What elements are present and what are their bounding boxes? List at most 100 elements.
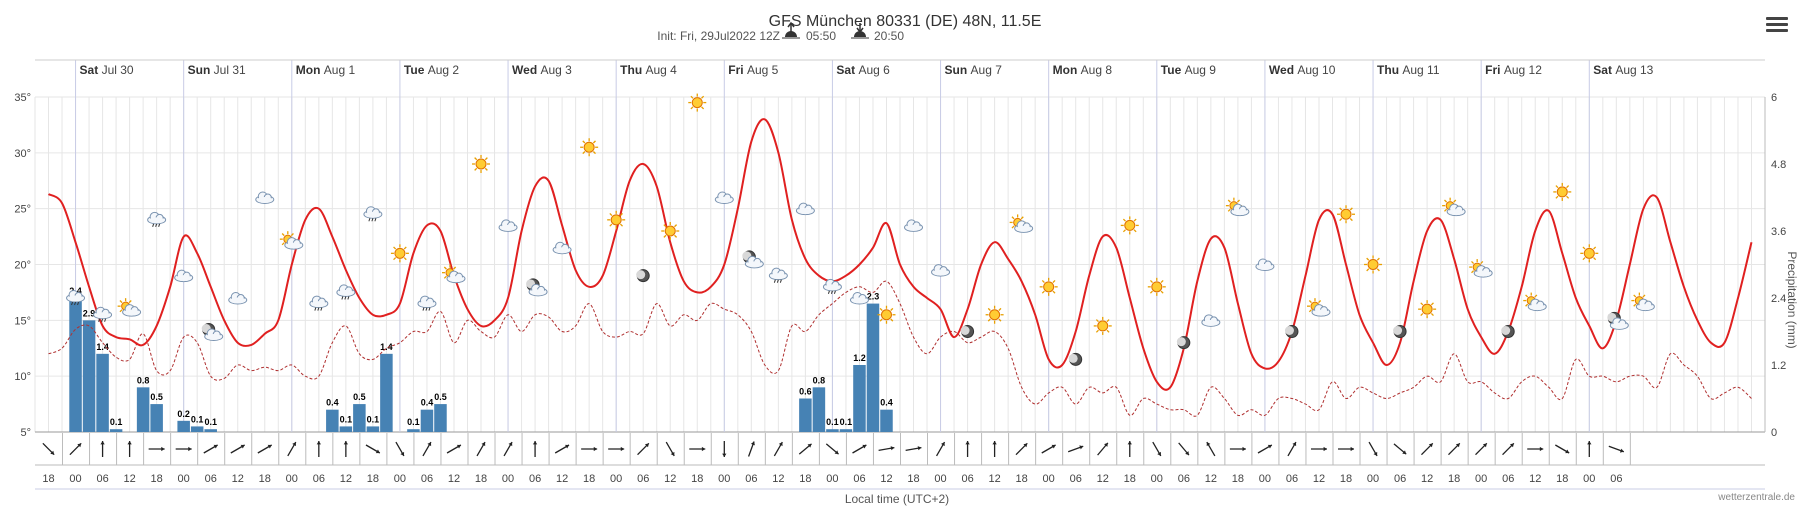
day-label: Fri Aug 5 [728,63,778,77]
day-name: Sat [836,63,858,77]
precip-bar [136,387,150,432]
weather-icon-moon [636,269,650,283]
time-tick: 00 [1583,473,1595,485]
cloud-icon [255,191,275,204]
weather-icon-cloud [498,219,518,232]
time-tick: 06 [1070,473,1082,485]
precip-bar [82,320,96,432]
precipitation-tick: 6 [1771,92,1777,104]
sun-ray [1160,280,1164,284]
wind-arrow [1368,433,1388,465]
sun-ray [998,318,1002,322]
sun-disc [1421,303,1433,315]
cloud-icon [849,292,869,305]
sun-ray [1633,303,1637,307]
cloud-fill [205,334,222,340]
weather-icon-moon-cloud [742,250,764,269]
cloud-icon [174,269,194,283]
day-date: Aug 13 [1615,63,1653,77]
sun-ray [403,246,407,250]
sun-ray [1227,208,1231,212]
precipitation-tick: 3.6 [1771,226,1786,238]
sun-ray [1052,290,1056,294]
wind-arrow [1127,433,1145,465]
cloud-fill [447,276,464,283]
sunrise-icon [782,21,800,39]
weather-icon-partly [1523,292,1547,312]
sun-ray [1534,294,1538,298]
sun-ray [609,213,613,217]
cloud-fill [716,197,733,203]
day-name: Fri [728,63,747,77]
time-tick: 12 [1313,473,1325,485]
day-date: Aug 11 [1402,63,1439,77]
sun-ray [701,106,705,110]
weather-icon-moon [960,325,975,338]
rain-drop [341,296,344,300]
wind-arrow [127,433,145,465]
wind-head [750,441,755,446]
wind-arrow [257,433,280,465]
sun-disc [691,97,703,109]
moon-icon [1501,325,1515,338]
cloud-fill [905,224,922,231]
time-tick: 06 [313,473,325,485]
sun-ray [453,266,457,270]
cloud-icon [498,219,518,232]
time-tick: 12 [1097,473,1109,485]
rain-drop [368,218,371,222]
weather-icon-sun [1120,216,1139,235]
wind-head [481,442,486,447]
cloud-icon [744,255,764,269]
cloud-icon [446,270,466,284]
moon-icon [1068,352,1083,366]
wind-head [1350,446,1355,452]
cloud-icon [528,283,548,297]
sun-disc [1124,219,1136,231]
wind-head [213,444,218,449]
sun-icon [390,244,409,263]
wind-head [400,451,405,456]
wind-head [1619,448,1624,453]
time-tick: 18 [1556,473,1568,485]
time-tick: 00 [69,473,81,485]
sun-disc [1097,320,1109,332]
precip-bar [853,365,866,432]
sun-ray [701,95,705,99]
cloud-icon [93,306,113,320]
precip-bar-label: 0.5 [434,392,447,402]
sun-ray [1160,290,1164,294]
day-label: Sat Aug 13 [1593,63,1653,77]
precip-bar [339,426,353,432]
weather-icon-partly [1009,214,1034,233]
temperature-tick: 30° [14,148,31,160]
cloud-icon [1473,265,1493,278]
cloud-icon [1609,317,1629,330]
wind-head [240,444,245,449]
wind-head [1206,442,1211,447]
cloud-fill [1475,270,1492,277]
wind-arrow [1475,433,1496,465]
rain-drop [779,279,782,283]
wind-arrow [395,433,415,465]
sun-icon [1553,182,1572,201]
day-date: Aug 10 [1297,63,1335,77]
wind-arrow [905,433,929,465]
cloud-fill [500,224,517,231]
day-label: Mon Aug 1 [296,63,356,77]
day-date: Aug 8 [1081,63,1113,77]
hamburger-menu-icon[interactable] [1766,14,1788,34]
wind-arrow [1587,433,1604,465]
weather-icon-sun [985,305,1004,324]
cloud-fill [554,247,571,254]
day-date: Aug 7 [971,63,1003,77]
wind-arrow [1502,433,1523,465]
wind-arrow [722,433,739,465]
weather-icon-cloud [795,202,815,216]
wind-arrow [825,433,847,465]
moon-icon [1393,325,1407,338]
cloud-fill [123,309,140,316]
day-name: Wed [512,63,540,77]
weather-icon-rain [93,306,113,322]
sun-ray [879,307,883,311]
